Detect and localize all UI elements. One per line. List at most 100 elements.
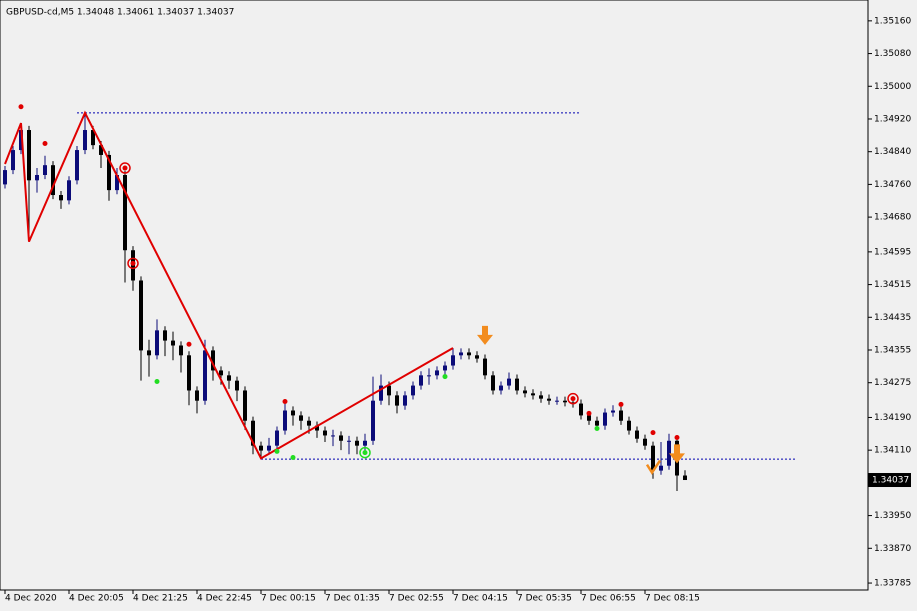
signal-dot [186, 341, 192, 347]
candle-body [251, 420, 255, 446]
candle-body [99, 145, 103, 155]
x-tick-label: 7 Dec 05:35 [517, 594, 572, 604]
candle-body [379, 385, 383, 401]
signal-arrow [669, 444, 685, 464]
y-tick-label: 1.35080 [874, 49, 911, 59]
x-tick-label: 7 Dec 04:15 [453, 594, 508, 604]
y-tick-label: 1.33950 [874, 511, 911, 521]
candle-body [667, 440, 671, 466]
signal-dot [594, 425, 600, 431]
candle-body [291, 410, 295, 416]
candle-body [587, 415, 591, 421]
candle-body [523, 390, 527, 394]
candle-body [579, 403, 583, 416]
candle-body [307, 420, 311, 426]
candle-body [259, 445, 263, 451]
candle-body [467, 352, 471, 356]
candle-body [411, 385, 415, 396]
candle-body [67, 180, 71, 201]
y-tick-label: 1.34355 [874, 345, 911, 355]
candle-body [515, 378, 519, 391]
y-tick-label: 1.34595 [874, 247, 911, 257]
candle-body [155, 330, 159, 356]
y-tick-label: 1.35000 [874, 82, 911, 92]
candle-body [3, 170, 7, 185]
candle-body [651, 445, 655, 471]
candle-body [163, 330, 167, 341]
candle-body [627, 420, 631, 431]
y-tick-label: 1.34920 [874, 114, 911, 124]
signal-ring [567, 392, 579, 405]
signal-dot [42, 141, 48, 147]
x-tick-label: 7 Dec 08:15 [645, 594, 700, 604]
signal-dot [274, 448, 280, 454]
candle-body [635, 430, 639, 439]
signal-ring [359, 446, 371, 459]
x-tick-label: 4 Dec 20:05 [69, 594, 124, 604]
candle-body [11, 150, 15, 171]
candle-body [451, 355, 455, 366]
candle-body [563, 400, 567, 403]
candle-body [531, 393, 535, 396]
signal-dot [650, 430, 656, 436]
candle-body [147, 350, 151, 356]
candle-body [35, 174, 39, 181]
y-tick-label: 1.34840 [874, 147, 911, 157]
candle-body [187, 355, 191, 391]
candle-body [643, 438, 647, 446]
candle-body [355, 440, 359, 446]
y-tick-label: 1.34110 [874, 446, 911, 456]
zigzag-line [4, 110, 454, 460]
candle-body [267, 445, 271, 451]
candle-body [363, 440, 367, 446]
candle-body [83, 130, 87, 151]
candle-body [243, 390, 247, 421]
candle-body [619, 410, 623, 421]
candle-body [75, 150, 79, 181]
signal-dot [290, 455, 296, 461]
candle-body [339, 435, 343, 441]
candle-body [475, 355, 479, 359]
candle-body [499, 385, 503, 391]
candle-body [419, 375, 423, 386]
candle-body [227, 375, 231, 381]
candle-body [459, 352, 463, 356]
y-tick-label: 1.35160 [874, 16, 911, 26]
candle-body [611, 410, 615, 413]
candle-body [299, 415, 303, 421]
signal-arrow [477, 325, 493, 345]
candle-body [219, 370, 223, 376]
candle-body [435, 370, 439, 376]
candle-body [547, 398, 551, 401]
signal-ring-core [130, 260, 136, 266]
candle-body [395, 395, 399, 406]
signal-dot [618, 401, 624, 407]
candle-body [595, 420, 599, 426]
candle-body [683, 475, 687, 481]
y-tick-label: 1.34435 [874, 313, 911, 323]
candle-body [539, 395, 543, 399]
candle-body [555, 400, 559, 402]
signal-dot [674, 434, 680, 440]
candle-body [323, 430, 327, 436]
x-tick-label: 4 Dec 21:25 [133, 594, 188, 604]
candle-body [107, 154, 111, 191]
candle-body [483, 358, 487, 376]
signal-dot [154, 378, 160, 384]
y-tick-label: 1.33785 [874, 579, 911, 589]
candle-body [59, 195, 63, 201]
y-tick-label: 1.34275 [874, 378, 911, 388]
price-label-bg [868, 473, 911, 488]
candle-body [491, 375, 495, 391]
candle-body [443, 365, 447, 371]
y-tick-label: 1.33870 [874, 544, 911, 554]
x-tick-label: 4 Dec 22:45 [197, 594, 252, 604]
candle-body [347, 440, 351, 442]
signal-ring-core [570, 396, 576, 402]
candle-body [283, 410, 287, 431]
y-tick-label: 1.34760 [874, 180, 911, 190]
candle-body [427, 375, 431, 377]
candle-body [387, 385, 391, 396]
